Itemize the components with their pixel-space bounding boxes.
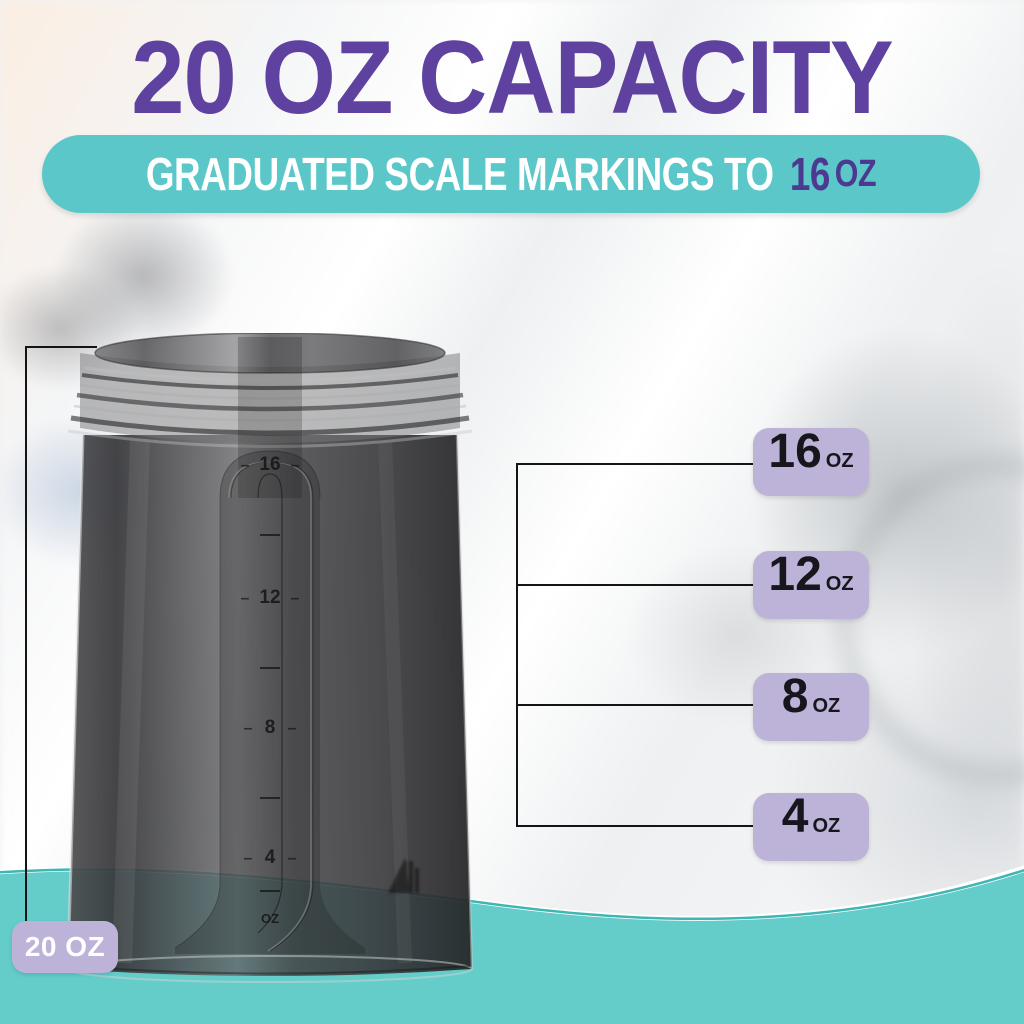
- svg-text:–: –: [288, 720, 297, 737]
- svg-text:–: –: [244, 720, 253, 737]
- svg-text:–: –: [288, 850, 297, 867]
- svg-text:–: –: [241, 590, 250, 607]
- svg-text:–: –: [291, 457, 300, 474]
- svg-text:–: –: [244, 850, 253, 867]
- svg-text:16: 16: [259, 454, 280, 475]
- svg-text:8: 8: [265, 717, 276, 738]
- svg-text:–: –: [291, 590, 300, 607]
- svg-text:–: –: [241, 457, 250, 474]
- svg-text:4: 4: [265, 847, 276, 868]
- svg-text:12: 12: [259, 587, 280, 608]
- svg-text:OZ: OZ: [261, 911, 279, 926]
